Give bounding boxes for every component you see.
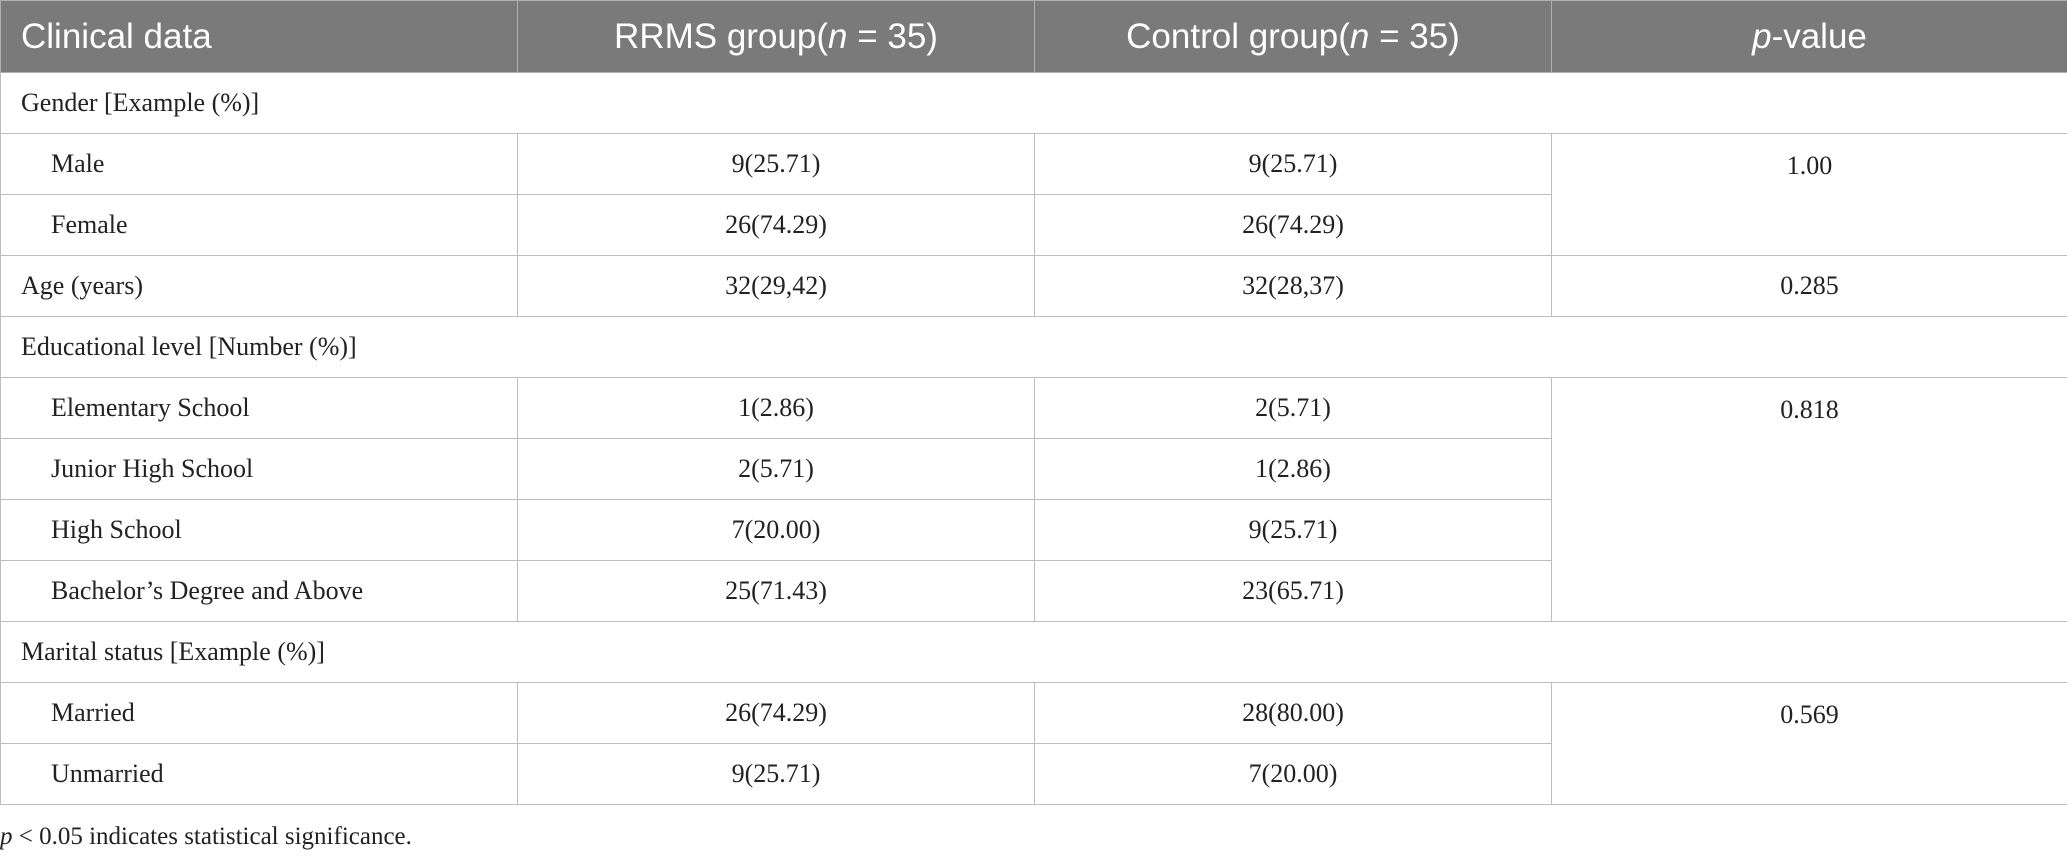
table-footnote: p < 0.05 indicates statistical significa… bbox=[0, 823, 412, 851]
control-value: 32(28,37) bbox=[1034, 255, 1552, 317]
footnote-p-italic: p bbox=[0, 823, 13, 850]
header-p-italic: p bbox=[1752, 16, 1772, 56]
rrms-value: 1(2.86) bbox=[517, 377, 1035, 439]
header-clinical-data: Clinical data bbox=[0, 0, 518, 73]
row-label: Female bbox=[0, 194, 518, 256]
rrms-value: 25(71.43) bbox=[517, 560, 1035, 622]
rrms-value: 2(5.71) bbox=[517, 438, 1035, 500]
header-p-suffix: -value bbox=[1771, 16, 1867, 56]
control-value: 2(5.71) bbox=[1034, 377, 1552, 439]
section-row-education: Educational level [Number (%)] bbox=[0, 316, 2067, 378]
header-rrms-prefix: RRMS group( bbox=[614, 16, 828, 56]
p-value-gender: 1.00 bbox=[1551, 133, 2067, 256]
rrms-value: 9(25.71) bbox=[517, 133, 1035, 195]
table-row: Female 26(74.29) 26(74.29) bbox=[0, 194, 2067, 256]
table-row: Bachelor’s Degree and Above 25(71.43) 23… bbox=[0, 560, 2067, 622]
table-row: Unmarried 9(25.71) 7(20.00) bbox=[0, 743, 2067, 805]
table-row: Male 9(25.71) 9(25.71) 1.00 bbox=[0, 133, 2067, 256]
header-control-prefix: Control group( bbox=[1126, 16, 1350, 56]
p-value-age: 0.285 bbox=[1551, 255, 2067, 317]
row-label: Male bbox=[0, 133, 518, 195]
footnote-text: < 0.05 indicates statistical significanc… bbox=[12, 823, 412, 850]
header-rrms-group: RRMS group(n = 35) bbox=[517, 0, 1035, 73]
row-label: Junior High School bbox=[0, 438, 518, 500]
table-body: Gender [Example (%)] Male 9(25.71) 9(25.… bbox=[0, 72, 2067, 805]
control-value: 23(65.71) bbox=[1034, 560, 1552, 622]
section-row-gender: Gender [Example (%)] bbox=[0, 72, 2067, 134]
section-title-education: Educational level [Number (%)] bbox=[0, 316, 2067, 378]
control-value: 7(20.00) bbox=[1034, 743, 1552, 805]
row-label: High School bbox=[0, 499, 518, 561]
row-label: Elementary School bbox=[0, 377, 518, 439]
clinical-data-table: Clinical data RRMS group(n = 35) Control… bbox=[0, 0, 2067, 805]
section-row-marital: Marital status [Example (%)] bbox=[0, 621, 2067, 683]
table-row: Married 26(74.29) 28(80.00) 0.569 bbox=[0, 682, 2067, 805]
row-label: Married bbox=[0, 682, 518, 744]
header-control-group: Control group(n = 35) bbox=[1034, 0, 1552, 73]
rrms-value: 26(74.29) bbox=[517, 194, 1035, 256]
control-value: 28(80.00) bbox=[1034, 682, 1552, 744]
rrms-value: 9(25.71) bbox=[517, 743, 1035, 805]
rrms-value: 32(29,42) bbox=[517, 255, 1035, 317]
p-value-education: 0.818 bbox=[1551, 377, 2067, 622]
section-title-gender: Gender [Example (%)] bbox=[0, 72, 2067, 134]
table-row: Age (years) 32(29,42) 32(28,37) 0.285 bbox=[0, 255, 2067, 317]
section-title-marital: Marital status [Example (%)] bbox=[0, 621, 2067, 683]
p-value-marital: 0.569 bbox=[1551, 682, 2067, 805]
header-control-n: n bbox=[1349, 16, 1370, 56]
header-rrms-n: n bbox=[828, 16, 848, 56]
table-header: Clinical data RRMS group(n = 35) Control… bbox=[0, 0, 2067, 73]
header-p-value: p-value bbox=[1551, 0, 2067, 73]
header-control-suffix: = 35) bbox=[1369, 16, 1460, 56]
control-value: 26(74.29) bbox=[1034, 194, 1552, 256]
control-value: 1(2.86) bbox=[1034, 438, 1552, 500]
rrms-value: 7(20.00) bbox=[517, 499, 1035, 561]
rrms-value: 26(74.29) bbox=[517, 682, 1035, 744]
table-row: Elementary School 1(2.86) 2(5.71) 0.818 bbox=[0, 377, 2067, 622]
control-value: 9(25.71) bbox=[1034, 499, 1552, 561]
row-label: Bachelor’s Degree and Above bbox=[0, 560, 518, 622]
header-rrms-suffix: = 35) bbox=[847, 16, 938, 56]
row-label: Unmarried bbox=[0, 743, 518, 805]
header-row: Clinical data RRMS group(n = 35) Control… bbox=[0, 0, 2067, 73]
control-value: 9(25.71) bbox=[1034, 133, 1552, 195]
row-label-age: Age (years) bbox=[0, 255, 518, 317]
